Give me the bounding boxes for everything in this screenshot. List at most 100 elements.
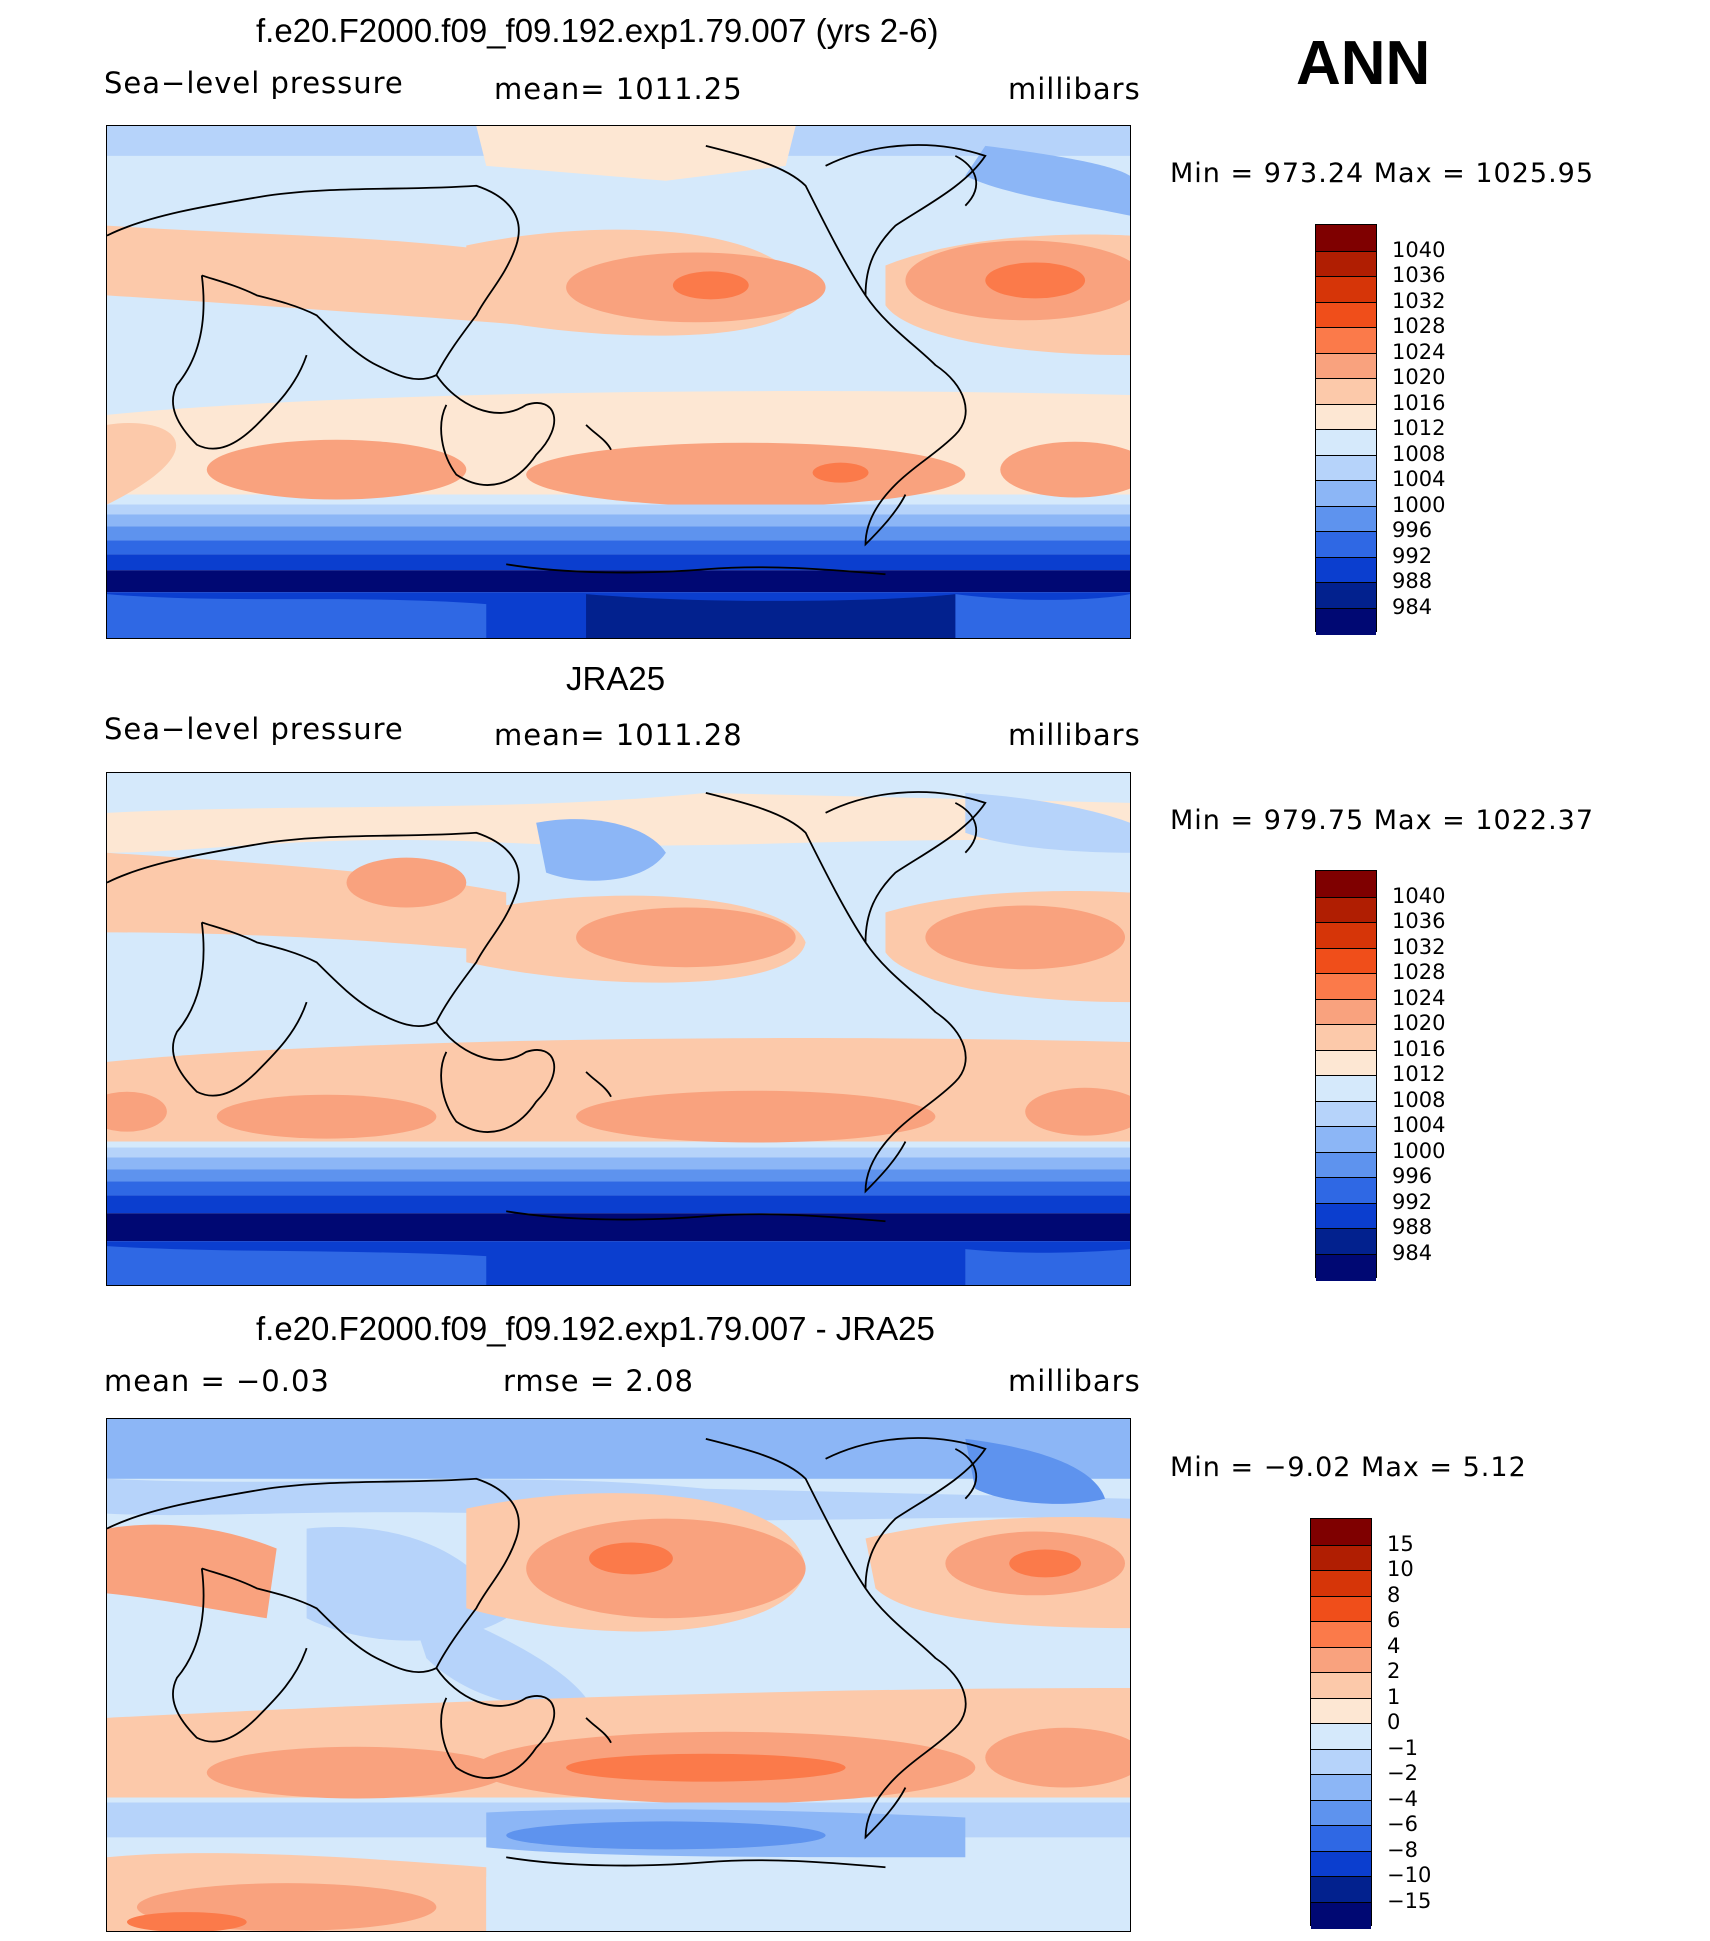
panel2-units: millibars — [1008, 718, 1141, 752]
colorbar-swatch — [1316, 582, 1376, 609]
colorbar-label: 4 — [1387, 1633, 1401, 1658]
colorbar-label: 1004 — [1392, 1113, 1446, 1137]
colorbar-swatch — [1316, 607, 1376, 635]
colorbar-swatch — [1316, 1126, 1376, 1153]
colorbar-swatch — [1316, 276, 1376, 303]
panel1-colorbar: 1040 1036 1032 1028 1024 1020 1016 1012 1008 1004… — [1315, 224, 1445, 635]
colorbar-label: 984 — [1392, 594, 1433, 619]
panel2-colorbar: 1040 1036 1032 1028 1024 1020 1016 1012 1008 1004… — [1315, 870, 1445, 1281]
colorbar-label: 6 — [1387, 1608, 1401, 1632]
colorbar-label: −15 — [1387, 1888, 1432, 1913]
colorbar-swatch — [1316, 1202, 1376, 1230]
colorbar-label: −6 — [1387, 1812, 1418, 1836]
colorbar-swatch — [1316, 480, 1376, 507]
colorbar-swatch — [1316, 505, 1376, 533]
panel1-mean: mean= 1011.25 — [494, 72, 743, 106]
colorbar-label: −4 — [1387, 1786, 1418, 1811]
colorbar-swatch — [1316, 1049, 1376, 1077]
colorbar-label: 988 — [1392, 1215, 1433, 1239]
colorbar-swatch — [1311, 1901, 1371, 1929]
colorbar-label: −8 — [1387, 1837, 1418, 1862]
colorbar-label: 1032 — [1392, 288, 1446, 313]
colorbar-swatches — [1315, 870, 1377, 1281]
colorbar-swatch — [1316, 403, 1376, 431]
season-label: ANN — [1296, 29, 1431, 98]
colorbar-swatch — [1316, 1253, 1376, 1281]
panel1-minmax: Min = 973.24 Max = 1025.95 — [1170, 158, 1595, 189]
colorbar-label: 1032 — [1392, 934, 1446, 959]
panel1-variable-label: Sea−level pressure — [104, 66, 404, 100]
colorbar-swatch — [1316, 871, 1376, 897]
panel3-colorbar: 15 10 8 6 4 2 1 0 −1 −2 −4 −6 −8 −10 −15 — [1310, 1518, 1431, 1929]
panel3-rmse: rmse = 2.08 — [503, 1364, 694, 1398]
panel3-map — [106, 1418, 1131, 1932]
colorbar-swatch — [1316, 352, 1376, 380]
colorbar-swatch — [1311, 1825, 1371, 1852]
colorbar-label: 2 — [1387, 1659, 1401, 1683]
colorbar-swatch — [1311, 1723, 1371, 1750]
colorbar-swatch — [1311, 1544, 1371, 1572]
panel2-title: JRA25 — [566, 660, 666, 697]
colorbar-label: 1000 — [1392, 1138, 1446, 1163]
colorbar-swatch — [1316, 1228, 1376, 1255]
panel2-slp-contour-map — [107, 773, 1130, 1285]
colorbar-swatch — [1316, 556, 1376, 584]
panel3-title: f.e20.F2000.f09_f09.192.exp1.79.007 - JR… — [256, 1310, 935, 1347]
colorbar-label: 1028 — [1392, 314, 1446, 338]
colorbar-swatch — [1316, 973, 1376, 1000]
panel1-title: f.e20.F2000.f09_f09.192.exp1.79.007 (yrs… — [256, 12, 939, 49]
colorbar-swatch — [1311, 1876, 1371, 1903]
panel3-mean: mean = −0.03 — [104, 1364, 330, 1398]
colorbar-swatch — [1311, 1570, 1371, 1597]
colorbar-swatch — [1316, 327, 1376, 354]
colorbar-swatch — [1316, 225, 1376, 251]
colorbar-swatch — [1316, 1024, 1376, 1051]
panel3-difference-contour-map — [107, 1419, 1130, 1931]
colorbar-swatches — [1310, 1518, 1372, 1929]
colorbar-swatch — [1311, 1850, 1371, 1878]
panel2-map — [106, 772, 1131, 1286]
colorbar-label: 1012 — [1392, 1062, 1446, 1086]
colorbar-label: 984 — [1392, 1240, 1433, 1265]
colorbar-swatch — [1316, 896, 1376, 924]
colorbar-swatch — [1316, 922, 1376, 949]
colorbar-label: 1036 — [1392, 909, 1446, 933]
colorbar-label: 1028 — [1392, 960, 1446, 984]
colorbar-swatch — [1316, 1177, 1376, 1204]
colorbar-swatch — [1316, 1151, 1376, 1179]
colorbar-label: 15 — [1387, 1531, 1414, 1556]
colorbar-label: 1016 — [1392, 390, 1446, 415]
colorbar-label: 1020 — [1392, 1011, 1446, 1035]
colorbar-label: 988 — [1392, 569, 1433, 593]
colorbar-label: 1004 — [1392, 467, 1446, 491]
colorbar-label: 1040 — [1392, 237, 1446, 262]
colorbar-label: 10 — [1387, 1557, 1414, 1581]
colorbar-swatch — [1311, 1774, 1371, 1801]
panel1-units: millibars — [1008, 72, 1141, 106]
colorbar-swatch — [1316, 454, 1376, 482]
colorbar-label: −1 — [1387, 1735, 1418, 1760]
colorbar-label: 992 — [1392, 543, 1433, 568]
colorbar-swatch — [1316, 301, 1376, 329]
colorbar-swatch — [1316, 531, 1376, 558]
colorbar-label: 992 — [1392, 1189, 1433, 1214]
colorbar-swatch — [1311, 1672, 1371, 1699]
colorbar-swatch — [1311, 1621, 1371, 1648]
colorbar-swatch — [1311, 1519, 1371, 1545]
colorbar-swatch — [1311, 1697, 1371, 1725]
colorbar-label: 1016 — [1392, 1036, 1446, 1061]
panel1-map — [106, 125, 1131, 639]
colorbar-label: 1036 — [1392, 263, 1446, 287]
colorbar-swatch — [1316, 1100, 1376, 1128]
colorbar-swatch — [1316, 947, 1376, 975]
colorbar-swatch — [1316, 998, 1376, 1026]
colorbar-label: 996 — [1392, 518, 1433, 542]
colorbar-swatch — [1311, 1748, 1371, 1776]
colorbar-swatch — [1311, 1646, 1371, 1674]
colorbar-swatch — [1316, 1075, 1376, 1102]
colorbar-label: 1040 — [1392, 883, 1446, 908]
colorbar-swatch — [1316, 378, 1376, 405]
colorbar-label: 1024 — [1392, 985, 1446, 1010]
panel3-minmax: Min = −9.02 Max = 5.12 — [1170, 1452, 1527, 1483]
colorbar-swatch — [1316, 250, 1376, 278]
